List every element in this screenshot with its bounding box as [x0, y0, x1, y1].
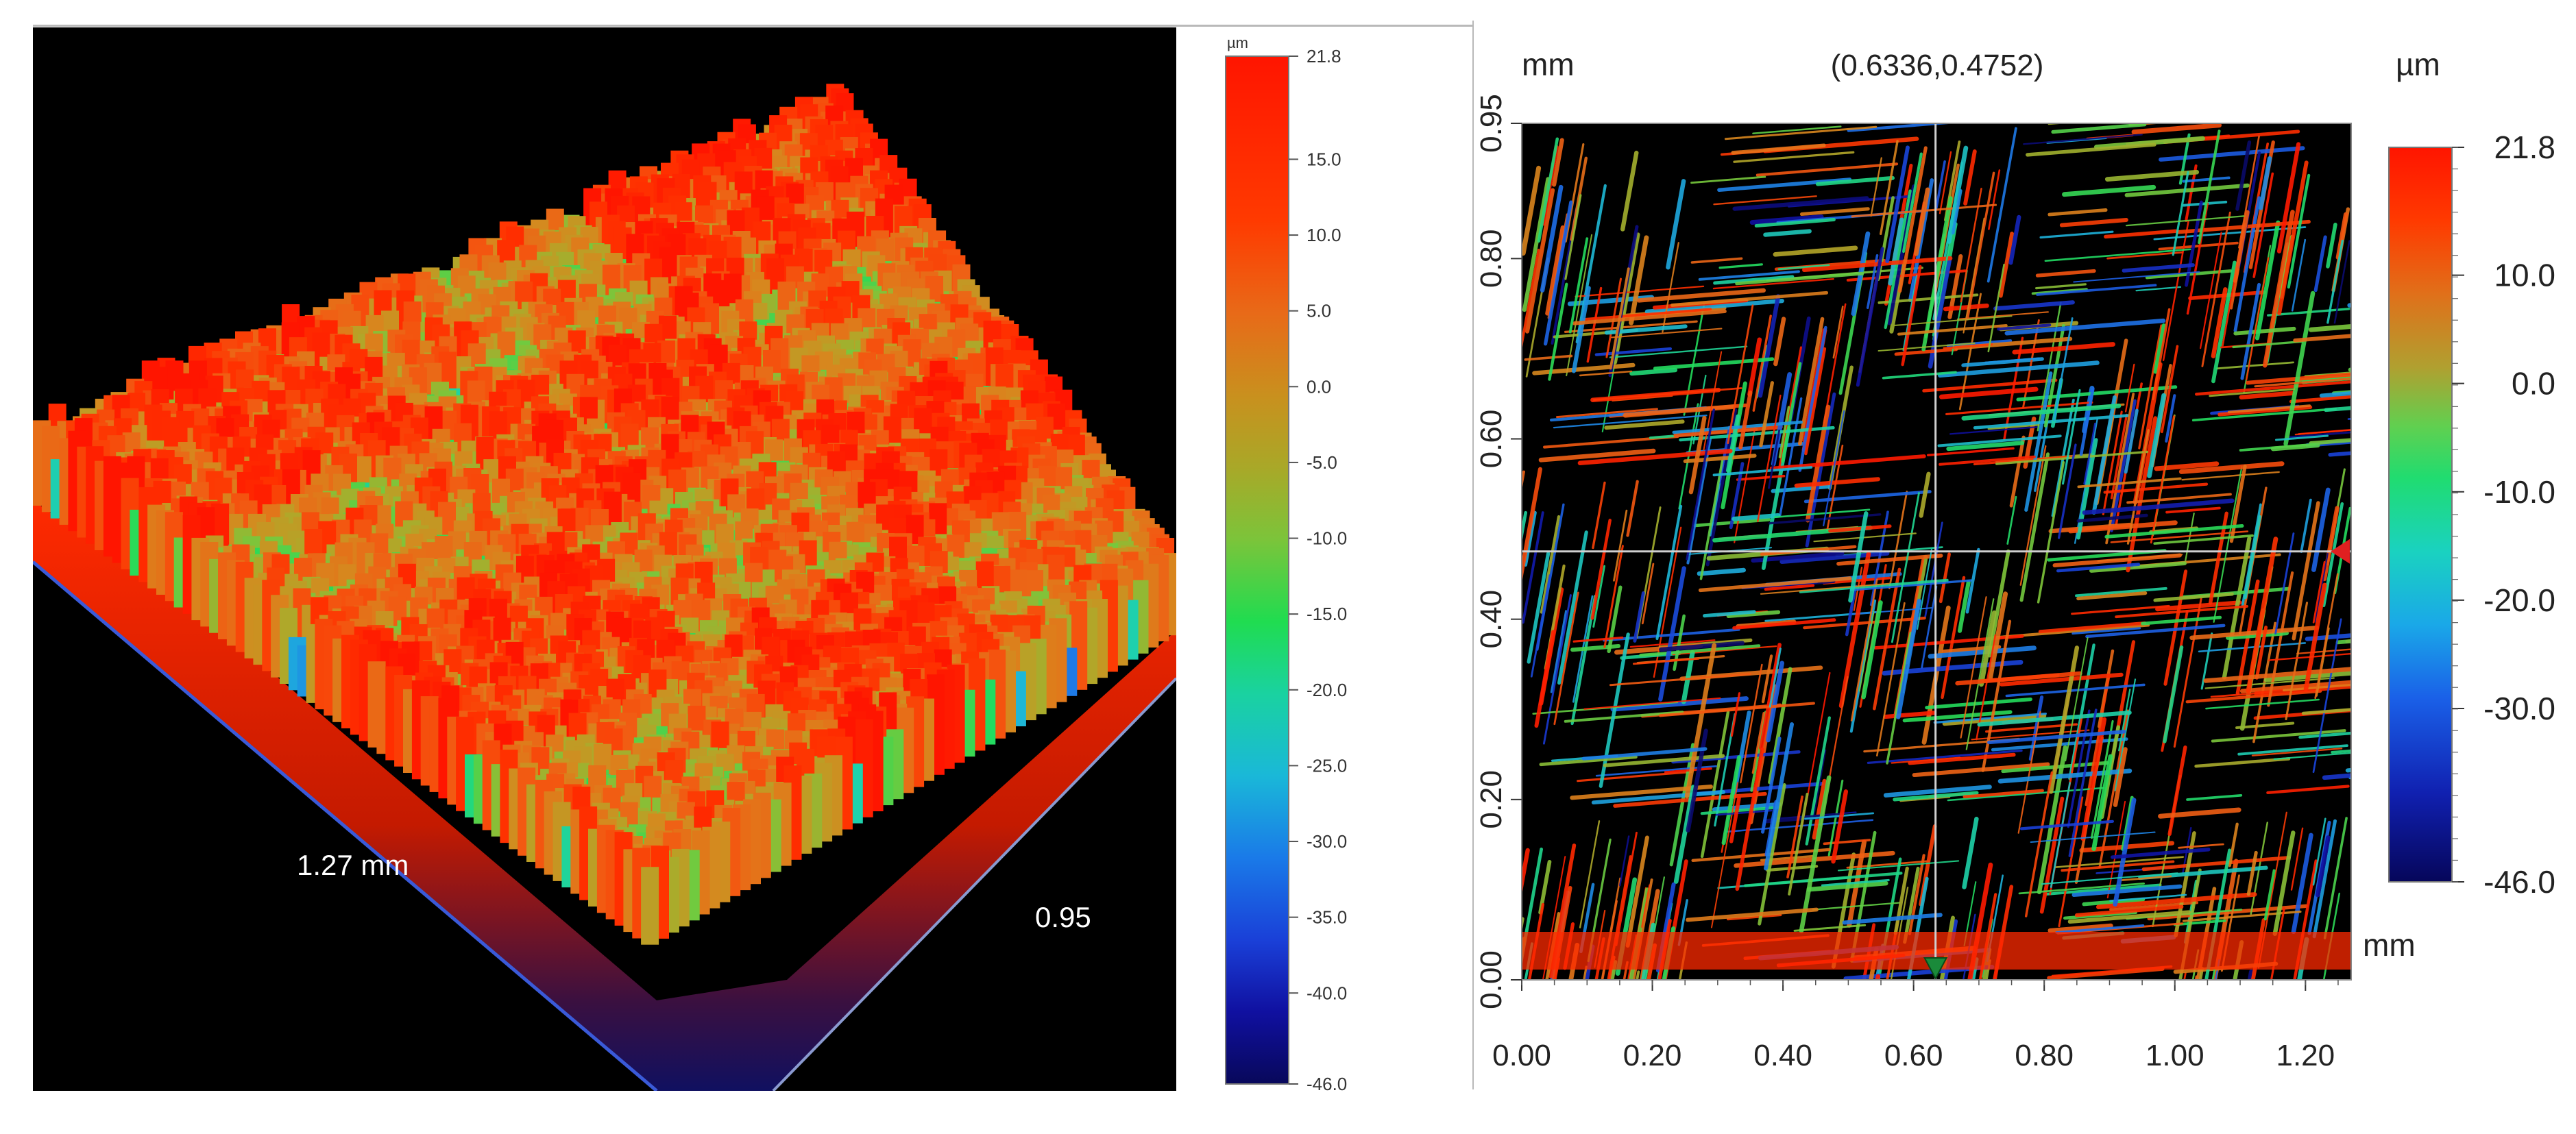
- x-axis-unit-label: mm: [2363, 927, 2416, 963]
- colorbar-3d-tick-label: 15.0: [1307, 149, 1341, 169]
- colorbar-3d-unit: µm: [1227, 34, 1248, 51]
- surface-3d-render: [33, 84, 1180, 1091]
- colorbar-3d-tick-label: 21.8: [1307, 46, 1341, 66]
- y-axis-tick-label: 0.40: [1474, 590, 1508, 649]
- height-map-streak: [2247, 969, 2254, 980]
- surface-3d-spike: [641, 867, 659, 945]
- colorbar-2d-unit: µm: [2396, 47, 2440, 82]
- x-axis-tick-label: 1.00: [2146, 1039, 2204, 1072]
- colorbar-3d-tick-label: -30.0: [1307, 831, 1347, 852]
- colorbar-2d-tick-label: -20.0: [2483, 582, 2555, 618]
- colorbar-2d: [2388, 147, 2453, 883]
- y-axis-tick-label: 0.60: [1474, 410, 1508, 469]
- colorbar-3d-area: [1176, 27, 1472, 1091]
- x-axis-tick-label: 0.60: [1884, 1039, 1943, 1072]
- colorbar-2d-tick-label: -46.0: [2483, 864, 2555, 900]
- x-axis-tick-label: 1.20: [2276, 1039, 2335, 1072]
- colorbar-3d-tick-label: 10.0: [1307, 225, 1341, 245]
- x-extent-label: 1.27 mm: [297, 849, 409, 881]
- height-map-streak: [1636, 970, 1640, 980]
- colorbar-2d-ticks: 21.8 10.0 0.0 -10.0 -20.0 -30.0 -46.0: [2452, 130, 2555, 900]
- surface-3d-skirt: [33, 500, 1176, 1091]
- panel-top-rule: [33, 25, 1475, 27]
- y-axis-tick-label: 0.80: [1474, 230, 1508, 288]
- surface-3d-panel: 1.27 mm 0.95 µm 21.8 15.0 10.0 5.0 0.0 -5.0 -1…: [32, 27, 1472, 1094]
- colorbar-3d-tick-label: -15.0: [1307, 604, 1347, 624]
- colorbar-2d-tick-label: -30.0: [2483, 691, 2555, 726]
- colorbar-3d-tick-label: -5.0: [1307, 452, 1337, 473]
- cursor-readout: (0.6336,0.4752): [1831, 49, 2044, 82]
- x-axis-tick-label: 0.80: [2015, 1039, 2074, 1072]
- colorbar-2d-tick-label: 10.0: [2494, 258, 2555, 293]
- colorbar-3d-tick-label: -20.0: [1307, 680, 1347, 700]
- y-extent-label: 0.95: [1035, 901, 1091, 933]
- y-axis-tick-label: 0.00: [1474, 950, 1508, 1009]
- y-axis-tick-label: 0.95: [1474, 94, 1508, 153]
- colorbar-3d-tick-label: -10.0: [1307, 528, 1347, 549]
- colorbar-3d-tick-label: 5.0: [1307, 301, 1331, 321]
- y-axis-tick-label: 0.20: [1474, 770, 1508, 829]
- height-map-streak: [1875, 974, 1880, 980]
- colorbar-2d-tick-label: 0.0: [2512, 366, 2555, 402]
- colorbar-3d-tick-label: -40.0: [1307, 983, 1347, 1003]
- colorbar-3d: [1225, 56, 1289, 1085]
- y-axis-unit-label: mm: [1522, 47, 1575, 82]
- colorbar-3d-tick-label: -35.0: [1307, 907, 1347, 928]
- y-axis: 0.00 0.20 0.40 0.60 0.80 0.95: [1474, 94, 1522, 1009]
- surface-3d-chart: 1.27 mm 0.95 µm 21.8 15.0 10.0 5.0 0.0 -5.0 -1…: [32, 27, 1472, 1094]
- colorbar-3d-tick-label: -46.0: [1307, 1074, 1347, 1091]
- height-map-panel: mm (0.6336,0.4752) µm 0.00 0.20 0.40 0.60 0.…: [1474, 0, 2571, 1131]
- height-map-chart: mm (0.6336,0.4752) µm 0.00 0.20 0.40 0.60 0.…: [1474, 47, 2555, 1072]
- x-axis-tick-label: 0.00: [1492, 1039, 1551, 1072]
- colorbar-2d-tick-label: 21.8: [2494, 130, 2555, 165]
- colorbar-2d-tick-label: -10.0: [2483, 474, 2555, 510]
- x-axis: 0.00 0.20 0.40 0.60 0.80 1.00 1.20: [1492, 980, 2339, 1072]
- height-map-streak: [2211, 969, 2215, 980]
- colorbar-3d-tick-label: -25.0: [1307, 755, 1347, 776]
- x-axis-tick-label: 0.40: [1753, 1039, 1812, 1072]
- x-axis-tick-label: 0.20: [1623, 1039, 1682, 1072]
- colorbar-3d-tick-label: 0.0: [1307, 376, 1331, 397]
- height-map-streak: [2183, 972, 2187, 980]
